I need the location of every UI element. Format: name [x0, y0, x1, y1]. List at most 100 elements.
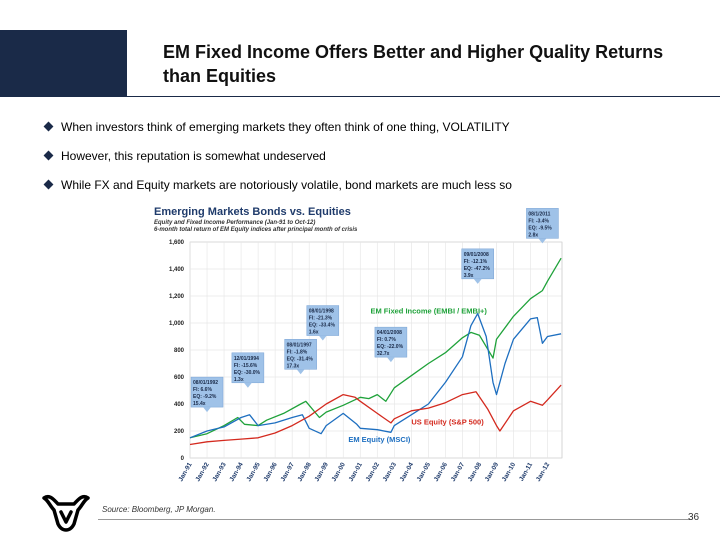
crisis-callout-text: EQ: -9.2% [193, 394, 217, 400]
series-label: US Equity (S&P 500) [411, 417, 484, 426]
x-tick-label: Jan-02 [365, 461, 382, 483]
x-tick-label: Jan-01 [348, 461, 365, 483]
crisis-callout-text: EQ: -9.5% [528, 225, 552, 231]
source-note: Source: Bloomberg, JP Morgan. [102, 505, 216, 514]
crisis-callout-text: 32.7x [377, 351, 390, 357]
chart-title: Emerging Markets Bonds vs. Equities [154, 206, 351, 218]
x-tick-label: Jan-05 [416, 461, 433, 483]
x-tick-label: Jan-93 [211, 461, 228, 483]
crisis-callout-text: 09/01/2008 [464, 252, 489, 258]
bullet-text: While FX and Equity markets are notoriou… [61, 178, 512, 192]
crisis-callout-text: FI: 0.7% [377, 337, 396, 343]
crisis-callout-pointer [296, 369, 305, 375]
crisis-callout-box [526, 208, 559, 239]
bullet-item: When investors think of emerging markets… [43, 118, 684, 136]
x-tick-label: Jan-97 [280, 461, 297, 483]
crisis-callout-pointer [203, 407, 212, 413]
chart-subtitle-line: 6-month total return of EM Equity indice… [154, 227, 358, 233]
slide-title: EM Fixed Income Offers Better and Higher… [163, 42, 664, 86]
title-accent-block [0, 30, 127, 96]
em-bonds-vs-equities-chart: 0 200 400 600 800 1,000 1,200 1,400 1,600 Jan-91 J… [150, 206, 570, 502]
x-tick-label: Jan-08 [467, 461, 484, 483]
crisis-callout-text: 12/01/1994 [234, 356, 259, 362]
crisis-callout-text: EQ: -30.0% [234, 370, 261, 376]
crisis-callout-box [461, 248, 494, 280]
x-tick-label: Jan-95 [245, 461, 262, 483]
crisis-callout-text: FI: -15.6% [234, 363, 258, 369]
crisis-callout-text: EQ: -22.0% [377, 344, 404, 350]
crisis-callout-text: EQ: -33.4% [309, 323, 336, 329]
y-tick-label: 400 [174, 402, 185, 408]
bullet-text: When investors think of emerging markets… [61, 120, 510, 134]
crisis-callout-text: 17.3x [287, 363, 300, 369]
crisis-callout-text: 04/01/2008 [377, 330, 402, 336]
y-tick-label: 1,400 [169, 267, 185, 273]
x-tick-label: Jan-91 [177, 461, 194, 483]
crisis-callout-text: 08/1/2011 [528, 211, 550, 217]
x-tick-label: Jan-09 [484, 461, 501, 483]
crisis-callout-pointer [243, 382, 252, 388]
crisis-callout-box [284, 339, 317, 370]
crisis-callout-text: 15.4x [193, 401, 206, 407]
x-tick-label: Jan-03 [382, 461, 399, 483]
diamond-bullet-icon [43, 179, 54, 190]
crisis-callout-text: 2.8x [528, 232, 538, 238]
diamond-bullet-icon [43, 150, 54, 161]
crisis-callout-box [306, 305, 340, 336]
bullet-item: While FX and Equity markets are notoriou… [43, 176, 684, 194]
crisis-callout-text: FI: 6.6% [193, 387, 212, 393]
chart-subtitle-line: Equity and Fixed Income Performance (Jan… [154, 220, 316, 226]
x-tick-label: Jan-10 [501, 461, 518, 483]
y-tick-label: 600 [174, 375, 185, 381]
title-divider [0, 96, 720, 97]
crisis-callout-box [231, 352, 265, 384]
series-line-fixed_income [189, 257, 562, 439]
y-tick-label: 1,600 [169, 240, 185, 246]
chart-subtitle: Equity and Fixed Income Performance (Jan… [154, 220, 357, 234]
crisis-callout-box [374, 326, 408, 358]
x-tick-label: Jan-12 [535, 461, 552, 483]
series-label: EM Equity (MSCI) [348, 435, 411, 444]
series-label: EM Fixed Income (EMBI / EMBI+) [370, 307, 487, 316]
x-tick-label: Jan-92 [194, 461, 211, 483]
bullet-text: However, this reputation is somewhat und… [61, 149, 326, 163]
x-tick-label: Jan-98 [297, 461, 314, 483]
x-tick-label: Jan-11 [518, 461, 534, 482]
x-tick-label: Jan-07 [450, 461, 467, 483]
x-tick-label: Jan-06 [433, 461, 450, 483]
crisis-callout-text: FI: -3.4% [528, 218, 549, 224]
x-tick-label: Jan-00 [331, 461, 348, 483]
y-tick-label: 1,200 [169, 294, 185, 300]
crisis-callout-pointer [386, 357, 395, 363]
y-tick-label: 200 [174, 429, 185, 435]
bullet-list: When investors think of emerging markets… [43, 118, 684, 205]
bull-logo-icon [42, 494, 90, 532]
crisis-callout-box [190, 376, 224, 408]
crisis-callout-text: 1.6x [309, 330, 319, 336]
crisis-callout-pointer [318, 335, 327, 341]
x-tick-label: Jan-94 [228, 461, 245, 483]
series-line-equity_msci [189, 312, 562, 439]
crisis-callout-text: FI: -21.3% [309, 316, 333, 322]
x-tick-label: Jan-96 [262, 461, 279, 483]
bullet-item: However, this reputation is somewhat und… [43, 147, 684, 165]
crisis-callout-text: 08/01/1992 [193, 380, 218, 386]
x-tick-label: Jan-99 [314, 461, 331, 483]
y-tick-label: 800 [174, 348, 185, 354]
crisis-callout-pointer [473, 278, 482, 284]
crisis-callout-text: FI: -12.1% [464, 259, 488, 265]
crisis-callout-text: 1.3x [234, 377, 244, 383]
crisis-callout-text: 08/01/1997 [287, 342, 312, 348]
crisis-callout-pointer [538, 238, 547, 244]
y-tick-label: 1,000 [169, 321, 185, 327]
diamond-bullet-icon [43, 121, 54, 132]
page-number: 36 [688, 512, 700, 523]
footer-divider [98, 519, 690, 520]
crisis-callout-text: 3.9x [464, 273, 474, 279]
crisis-callout-text: FI: -1.8% [287, 349, 308, 355]
series-line-sp500 [189, 384, 562, 446]
y-tick-label: 0 [181, 456, 185, 462]
crisis-callout-text: EQ: -31.4% [287, 356, 314, 362]
x-tick-label: Jan-04 [399, 461, 416, 483]
